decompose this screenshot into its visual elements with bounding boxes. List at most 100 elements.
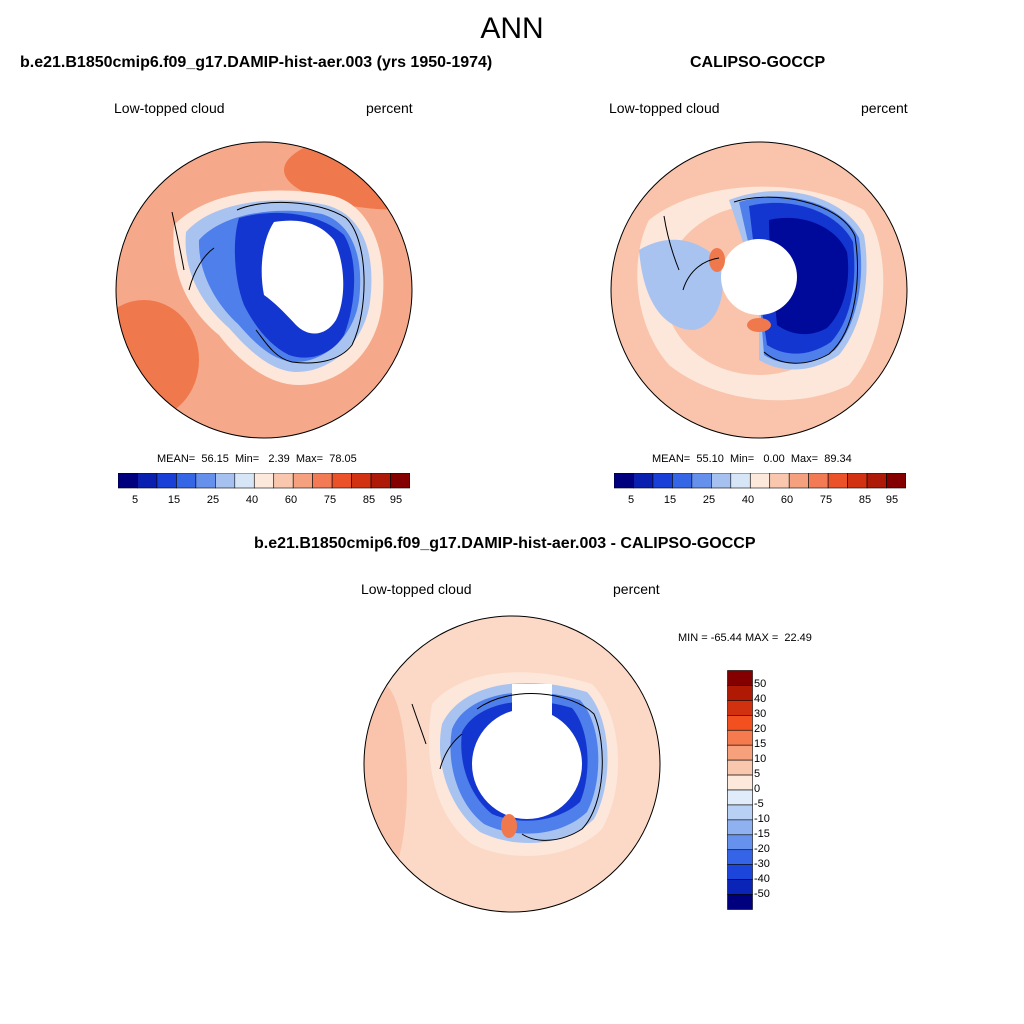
colorbar-tick-label: 60 bbox=[780, 494, 794, 506]
colorbar-tick-label: 15 bbox=[167, 494, 181, 506]
colorbar-swatch bbox=[727, 685, 753, 701]
colorbar-swatch bbox=[788, 473, 809, 489]
colorbar-swatch bbox=[727, 729, 753, 746]
colorbar-swatch bbox=[370, 473, 391, 489]
model-colorbar-ticks: 5 15 25 40 60 75 85 95 bbox=[118, 494, 410, 508]
colorbar-tick-label: 20 bbox=[754, 723, 767, 735]
colorbar-swatch bbox=[691, 473, 712, 489]
colorbar-swatch bbox=[195, 473, 216, 489]
colorbar-tick-label: 30 bbox=[754, 708, 767, 720]
colorbar-tick-label: 85 bbox=[362, 494, 376, 506]
colorbar-swatch bbox=[312, 473, 333, 489]
colorbar-swatch bbox=[827, 473, 848, 489]
panel-obs-variable-label: Low-topped cloud bbox=[609, 100, 720, 116]
obs-missing-data-region bbox=[721, 239, 797, 315]
colorbar-tick-label: 15 bbox=[754, 738, 767, 750]
panel-model-variable-label: Low-topped cloud bbox=[114, 100, 225, 116]
colorbar-tick-label: 40 bbox=[741, 494, 755, 506]
panel-obs-title: CALIPSO-GOCCP bbox=[690, 54, 826, 71]
colorbar-tick-label: 75 bbox=[323, 494, 337, 506]
page-title: ANN bbox=[480, 12, 544, 45]
colorbar-tick-label: 40 bbox=[245, 494, 259, 506]
colorbar-swatch bbox=[749, 473, 771, 489]
colorbar-swatch bbox=[808, 473, 829, 489]
diff-colorbar-ticks: 50 40 30 20 15 10 5 0 -5 -10 -15 -20 -30… bbox=[754, 678, 801, 910]
colorbar-swatch bbox=[866, 473, 887, 489]
colorbar-swatch bbox=[727, 744, 753, 761]
colorbar-swatch bbox=[331, 473, 352, 489]
colorbar-swatch bbox=[886, 473, 906, 489]
colorbar-swatch bbox=[727, 774, 753, 791]
colorbar-swatch bbox=[727, 700, 753, 716]
model-mean-value: 56.15 bbox=[201, 453, 229, 465]
model-colorbar bbox=[118, 473, 410, 489]
panel-diff-units-label: percent bbox=[613, 581, 660, 597]
obs-coastal-cloud-band bbox=[639, 239, 723, 330]
colorbar-swatch bbox=[234, 473, 255, 489]
obs-max-value: 89.34 bbox=[824, 453, 852, 465]
panel-diff-variable-label: Low-topped cloud bbox=[361, 581, 472, 597]
diff-positive-spot bbox=[501, 814, 517, 838]
colorbar-swatch bbox=[614, 473, 634, 489]
colorbar-tick-label: -40 bbox=[754, 873, 770, 885]
colorbar-swatch bbox=[118, 473, 138, 489]
obs-low-cloud-core bbox=[769, 217, 849, 335]
panel-diff-minmax: MIN = -65.44 MAX = 22.49 bbox=[678, 632, 812, 644]
colorbar-tick-label: 10 bbox=[754, 753, 767, 765]
colorbar-swatch bbox=[727, 819, 753, 836]
diff-polar-map bbox=[363, 615, 661, 913]
colorbar-tick-label: 60 bbox=[284, 494, 298, 506]
colorbar-swatch bbox=[730, 473, 751, 489]
colorbar-tick-label: -50 bbox=[754, 888, 770, 900]
colorbar-tick-label: 75 bbox=[819, 494, 833, 506]
obs-mean-value: 55.10 bbox=[696, 453, 724, 465]
panel-obs-units-label: percent bbox=[861, 100, 908, 116]
colorbar-swatch bbox=[273, 473, 294, 489]
colorbar-swatch bbox=[633, 473, 654, 489]
colorbar-tick-label: -5 bbox=[754, 798, 764, 810]
colorbar-swatch bbox=[711, 473, 732, 489]
colorbar-swatch bbox=[727, 834, 753, 851]
colorbar-swatch bbox=[390, 473, 410, 489]
colorbar-tick-label: -10 bbox=[754, 813, 770, 825]
colorbar-tick-label: 50 bbox=[754, 678, 767, 690]
colorbar-swatch bbox=[727, 759, 753, 776]
colorbar-swatch bbox=[847, 473, 868, 489]
obs-high-cloud-spot bbox=[747, 318, 771, 332]
colorbar-swatch bbox=[727, 894, 753, 910]
model-missing-data-region bbox=[261, 220, 344, 334]
colorbar-swatch bbox=[292, 473, 313, 489]
diff-coastline bbox=[411, 693, 603, 841]
colorbar-tick-label: 0 bbox=[754, 783, 761, 795]
colorbar-swatch bbox=[215, 473, 236, 489]
colorbar-tick-label: -15 bbox=[754, 828, 770, 840]
panel-model-units-label: percent bbox=[366, 100, 413, 116]
panel-model-title: b.e21.B1850cmip6.f09_g17.DAMIP-hist-aer.… bbox=[20, 54, 493, 71]
obs-colorbar-ticks: 5 15 25 40 60 75 85 95 bbox=[614, 494, 906, 508]
colorbar-swatch bbox=[727, 670, 753, 686]
colorbar-tick-label: 85 bbox=[858, 494, 872, 506]
colorbar-tick-label: -20 bbox=[754, 843, 770, 855]
colorbar-tick-label: 5 bbox=[754, 768, 761, 780]
colorbar-swatch bbox=[176, 473, 197, 489]
colorbar-swatch bbox=[727, 789, 753, 806]
colorbar-swatch bbox=[253, 473, 275, 489]
colorbar-tick-label: 5 bbox=[131, 494, 139, 506]
colorbar-swatch bbox=[727, 864, 753, 880]
model-coastline bbox=[171, 202, 365, 364]
colorbar-tick-label: 25 bbox=[702, 494, 716, 506]
obs-min-value: 0.00 bbox=[763, 453, 785, 465]
diff-colorbar bbox=[727, 670, 753, 910]
colorbar-tick-label: 40 bbox=[754, 693, 767, 705]
colorbar-tick-label: 95 bbox=[885, 494, 899, 506]
colorbar-swatch bbox=[727, 849, 753, 865]
colorbar-swatch bbox=[672, 473, 693, 489]
colorbar-swatch bbox=[156, 473, 177, 489]
diff-missing-data-region bbox=[512, 684, 552, 719]
colorbar-swatch bbox=[137, 473, 158, 489]
colorbar-tick-label: 15 bbox=[663, 494, 677, 506]
panel-diff-title: b.e21.B1850cmip6.f09_g17.DAMIP-hist-aer.… bbox=[254, 535, 756, 552]
obs-map-border bbox=[610, 141, 908, 439]
colorbar-swatch bbox=[727, 804, 753, 821]
obs-coastline bbox=[663, 196, 858, 364]
